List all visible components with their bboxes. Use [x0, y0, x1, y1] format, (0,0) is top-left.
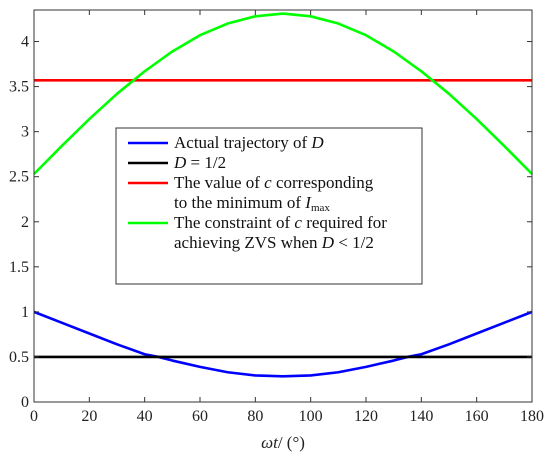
legend-label-part: c — [264, 173, 272, 192]
y-tick-label: 2 — [21, 214, 29, 231]
legend-label-part: c — [294, 213, 302, 232]
legend-label-part: max — [311, 202, 330, 214]
legend-label-part: < 1/2 — [334, 233, 374, 252]
legend-label-part: D — [173, 153, 187, 172]
legend-box — [115, 127, 423, 285]
x-tick-label: 140 — [409, 408, 433, 425]
x-axis-label-symbol: ωt — [261, 433, 279, 452]
x-tick-label: 40 — [137, 408, 153, 425]
x-tick-label: 100 — [299, 408, 323, 425]
y-tick-label: 3.5 — [9, 79, 29, 96]
legend-label-0: Actual trajectory of D — [174, 133, 324, 152]
legend-label-part: required for — [302, 213, 387, 232]
y-tick-label: 4 — [21, 34, 29, 51]
legend-label-1: D = 1/2 — [173, 153, 226, 172]
x-tick-label: 180 — [520, 408, 544, 425]
y-tick-label: 0.5 — [9, 349, 29, 366]
legend-label-part: The value of — [174, 173, 264, 192]
y-tick-label: 2.5 — [9, 169, 29, 186]
legend-label-part: I — [304, 193, 312, 212]
x-tick-label: 0 — [30, 408, 38, 425]
legend-label-part: = 1/2 — [186, 153, 226, 172]
plot-frame — [33, 9, 533, 403]
series-line-3 — [33, 12, 533, 175]
legend-label-part: to the minimum of — [174, 193, 305, 212]
legend-label-3: The constraint of c required for — [174, 213, 387, 232]
ticks-layer: 0 20 40 60 80 100 120 140 160 180 0 0.5 1 1.5 2 2.5 3 3.5… — [9, 10, 544, 425]
legend-label-2: The value of c corresponding — [174, 173, 374, 192]
x-tick-label: 120 — [354, 408, 378, 425]
x-tick-label: 60 — [192, 408, 208, 425]
x-axis-label: ωt/ (°) — [261, 433, 305, 452]
legend-label-part: corresponding — [272, 173, 374, 192]
y-tick-label: 1.5 — [9, 259, 29, 276]
series-layer — [33, 12, 533, 378]
legend-label-part: achieving ZVS when — [174, 233, 322, 252]
x-tick-label: 20 — [81, 408, 97, 425]
legend-label-part: D — [321, 233, 335, 252]
legend-label-part: The constraint of — [174, 213, 294, 232]
y-tick-label: 3 — [21, 124, 29, 141]
x-tick-label: 160 — [465, 408, 489, 425]
x-tick-label: 80 — [247, 408, 263, 425]
legend-label-part: D — [310, 133, 324, 152]
series-line-0 — [33, 310, 533, 378]
legend-label-2: to the minimum of Imax — [174, 193, 330, 214]
legend-label-part: Actual trajectory of — [174, 133, 311, 152]
legend-label-3: achieving ZVS when D < 1/2 — [174, 233, 374, 252]
y-tick-label: 0 — [21, 394, 29, 411]
x-axis-label-unit: / (°) — [278, 433, 305, 452]
y-tick-label: 1 — [21, 304, 29, 321]
